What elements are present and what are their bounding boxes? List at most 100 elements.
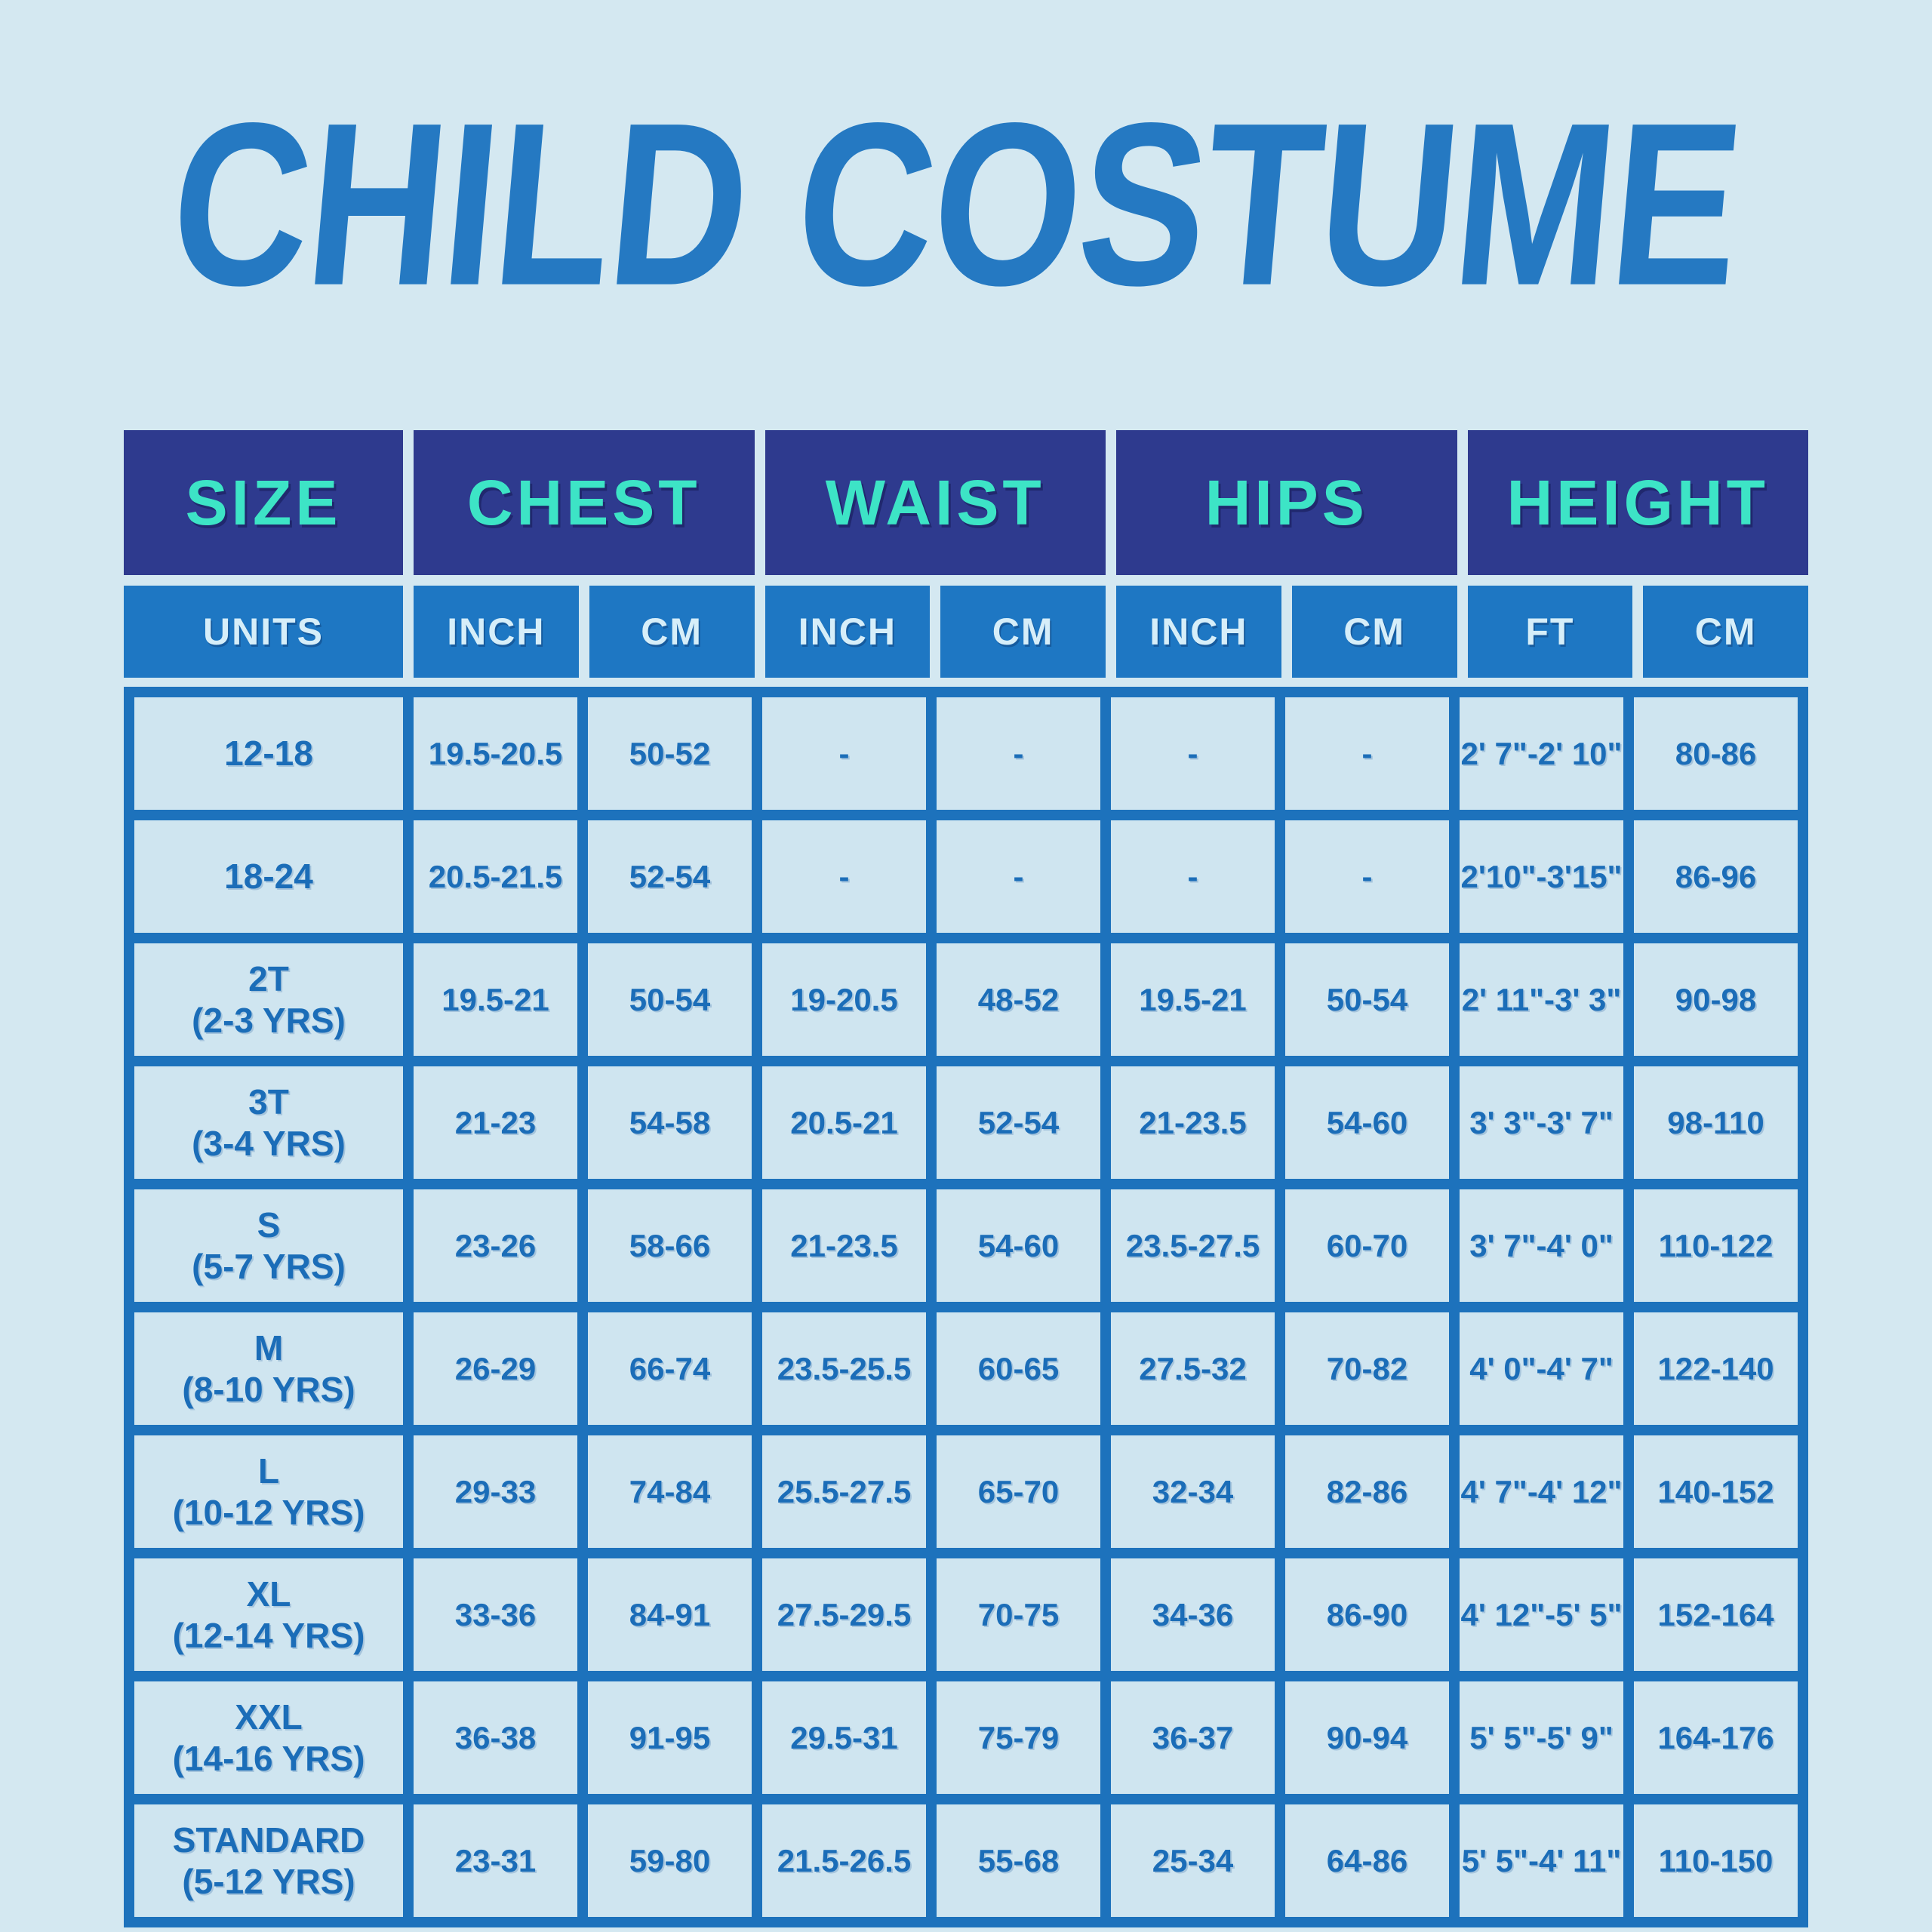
hips-inch-cell: 19.5-21 <box>1111 943 1275 1056</box>
size-label: STANDARD <box>172 1820 365 1860</box>
size-age-label: (12-14 YRS) <box>172 1615 365 1655</box>
hips-inch-cell: 27.5-32 <box>1111 1312 1275 1425</box>
chest-cm-cell: 50-52 <box>588 697 752 810</box>
chest-inch-cell: 36-38 <box>414 1681 577 1794</box>
hips-cm-cell: - <box>1285 820 1449 933</box>
title-area: CHILD COSTUME <box>0 0 1932 430</box>
header-cell-chest: CHEST <box>414 430 755 575</box>
hips-inch-cell: - <box>1111 820 1275 933</box>
waist-cm-cell: 75-79 <box>937 1681 1100 1794</box>
header-cell-height: HEIGHT <box>1467 430 1808 575</box>
chest-inch-cell: 23-31 <box>414 1804 577 1917</box>
height-ft-cell: 3' 3"-3' 7" <box>1460 1066 1623 1179</box>
waist-cm-cell: 54-60 <box>937 1189 1100 1302</box>
chest-inch-cell: 26-29 <box>414 1312 577 1425</box>
size-label: XXL <box>235 1697 303 1737</box>
size-age-label: (5-7 YRS) <box>192 1246 346 1286</box>
waist-inch-cell: 20.5-21 <box>762 1066 926 1179</box>
height-cm-cell: 152-164 <box>1634 1558 1798 1671</box>
unit-cell-height-ft: FT <box>1467 586 1633 678</box>
waist-inch-cell: - <box>762 697 926 810</box>
table-units-row: UNITS INCH CM INCH CM INCH CM FT CM <box>124 586 1808 678</box>
table-row: 3T (3-4 YRS) 21-23 54-58 20.5-21 52-54 2… <box>134 1066 1798 1179</box>
unit-cell-units: UNITS <box>124 586 403 678</box>
table-row: STANDARD (5-12 YRS) 23-31 59-80 21.5-26.… <box>134 1804 1798 1917</box>
table-row: 18-24 20.5-21.5 52-54 - - - - 2'10"-3'15… <box>134 820 1798 933</box>
hips-cm-cell: - <box>1285 697 1449 810</box>
size-cell: M (8-10 YRS) <box>134 1312 403 1425</box>
unit-cell-chest-inch: INCH <box>414 586 579 678</box>
size-label: XL <box>246 1574 291 1614</box>
waist-inch-cell: 19-20.5 <box>762 943 926 1056</box>
size-cell: 18-24 <box>134 820 403 933</box>
header-cell-size: SIZE <box>124 430 403 575</box>
chest-cm-cell: 52-54 <box>588 820 752 933</box>
chest-cm-cell: 91-95 <box>588 1681 752 1794</box>
waist-cm-cell: 70-75 <box>937 1558 1100 1671</box>
hips-inch-cell: 21-23.5 <box>1111 1066 1275 1179</box>
hips-inch-cell: 32-34 <box>1111 1435 1275 1548</box>
height-cm-cell: 140-152 <box>1634 1435 1798 1548</box>
hips-cm-cell: 90-94 <box>1285 1681 1449 1794</box>
height-cm-cell: 164-176 <box>1634 1681 1798 1794</box>
chest-inch-cell: 29-33 <box>414 1435 577 1548</box>
table-row: 2T (2-3 YRS) 19.5-21 50-54 19-20.5 48-52… <box>134 943 1798 1056</box>
height-cm-cell: 90-98 <box>1634 943 1798 1056</box>
hips-cm-cell: 86-90 <box>1285 1558 1449 1671</box>
chest-inch-cell: 23-26 <box>414 1189 577 1302</box>
height-ft-cell: 5' 5"-5' 9" <box>1460 1681 1623 1794</box>
waist-cm-cell: - <box>937 820 1100 933</box>
chest-inch-cell: 19.5-21 <box>414 943 577 1056</box>
size-cell: S (5-7 YRS) <box>134 1189 403 1302</box>
header-cell-hips: HIPS <box>1116 430 1457 575</box>
unit-cell-waist-inch: INCH <box>764 586 931 678</box>
table-row: XL (12-14 YRS) 33-36 84-91 27.5-29.5 70-… <box>134 1558 1798 1671</box>
size-label: 3T <box>248 1082 289 1122</box>
height-ft-cell: 4' 7"-4' 12" <box>1460 1435 1623 1548</box>
waist-inch-cell: - <box>762 820 926 933</box>
waist-inch-cell: 25.5-27.5 <box>762 1435 926 1548</box>
size-cell: 3T (3-4 YRS) <box>134 1066 403 1179</box>
height-ft-cell: 2' 11"-3' 3" <box>1460 943 1623 1056</box>
hips-cm-cell: 54-60 <box>1285 1066 1449 1179</box>
waist-cm-cell: 65-70 <box>937 1435 1100 1548</box>
chest-cm-cell: 59-80 <box>588 1804 752 1917</box>
size-age-label: (5-12 YRS) <box>182 1861 355 1901</box>
unit-cell-hips-cm: CM <box>1291 586 1457 678</box>
height-ft-cell: 4' 0"-4' 7" <box>1460 1312 1623 1425</box>
size-cell: XL (12-14 YRS) <box>134 1558 403 1671</box>
size-label: 12-18 <box>224 734 313 774</box>
size-cell: STANDARD (5-12 YRS) <box>134 1804 403 1917</box>
height-ft-cell: 4' 12"-5' 5" <box>1460 1558 1623 1671</box>
waist-cm-cell: - <box>937 697 1100 810</box>
table-header-row: SIZE CHEST WAIST HIPS HEIGHT <box>124 430 1808 575</box>
height-cm-cell: 86-96 <box>1634 820 1798 933</box>
size-label: 2T <box>248 959 289 999</box>
waist-inch-cell: 27.5-29.5 <box>762 1558 926 1671</box>
waist-inch-cell: 29.5-31 <box>762 1681 926 1794</box>
chest-cm-cell: 50-54 <box>588 943 752 1056</box>
hips-inch-cell: - <box>1111 697 1275 810</box>
unit-cell-chest-cm: CM <box>589 586 755 678</box>
size-cell: L (10-12 YRS) <box>134 1435 403 1548</box>
chest-inch-cell: 20.5-21.5 <box>414 820 577 933</box>
hips-cm-cell: 70-82 <box>1285 1312 1449 1425</box>
hips-cm-cell: 60-70 <box>1285 1189 1449 1302</box>
waist-inch-cell: 21-23.5 <box>762 1189 926 1302</box>
waist-inch-cell: 23.5-25.5 <box>762 1312 926 1425</box>
height-cm-cell: 80-86 <box>1634 697 1798 810</box>
size-cell: 2T (2-3 YRS) <box>134 943 403 1056</box>
height-ft-cell: 3' 7"-4' 0" <box>1460 1189 1623 1302</box>
size-cell: XXL (14-16 YRS) <box>134 1681 403 1794</box>
header-cell-waist: WAIST <box>764 430 1106 575</box>
size-age-label: (2-3 YRS) <box>192 1000 346 1040</box>
chest-inch-cell: 33-36 <box>414 1558 577 1671</box>
size-age-label: (8-10 YRS) <box>182 1369 355 1409</box>
height-ft-cell: 2'10"-3'15" <box>1460 820 1623 933</box>
height-cm-cell: 122-140 <box>1634 1312 1798 1425</box>
size-label: S <box>257 1205 281 1245</box>
unit-cell-waist-cm: CM <box>940 586 1106 678</box>
hips-cm-cell: 82-86 <box>1285 1435 1449 1548</box>
chest-cm-cell: 84-91 <box>588 1558 752 1671</box>
size-age-label: (14-16 YRS) <box>172 1738 365 1778</box>
